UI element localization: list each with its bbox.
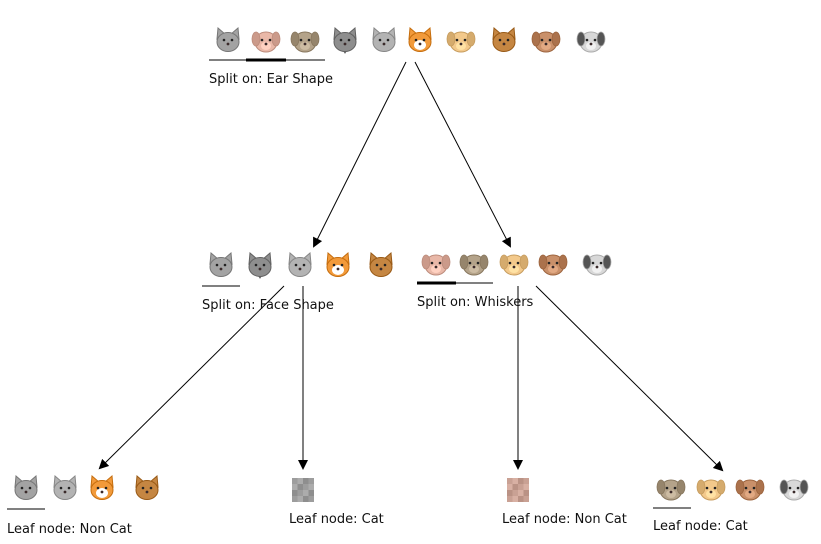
edges: [98, 61, 724, 472]
orange-cat-icon: [408, 26, 432, 52]
tan-dog-icon: [499, 254, 529, 276]
leaf-label: Leaf node: Cat: [289, 512, 384, 527]
brown-dog-2-icon: [735, 479, 765, 501]
left-split-label: Split on: Face Shape: [202, 298, 334, 313]
root-split-label: Split on: Ear Shape: [209, 72, 334, 87]
leaf-label: Leaf node: Non Cat: [7, 522, 132, 537]
leaf-label: Leaf node: Non Cat: [502, 512, 627, 527]
blurred-pink-icon: [507, 478, 529, 502]
edge-right-leaf4: [535, 285, 724, 472]
gray-cat-small-icon: [53, 474, 77, 500]
tan-dog-icon: [696, 479, 726, 501]
brown-cat-icon: [135, 474, 159, 500]
tan-dog-icon: [446, 31, 476, 53]
gray-cat-small-icon: [288, 251, 312, 277]
brown-cat-icon: [492, 26, 516, 52]
gray-cat-icon: [209, 251, 233, 277]
edge-left-leaf1: [98, 285, 285, 470]
brown-dog-2-icon: [538, 254, 568, 276]
gray-cat-icon: [216, 26, 240, 52]
brown-dog-icon: [290, 31, 320, 53]
bw-dog-icon: [779, 479, 809, 501]
gray-cat-icon: [14, 474, 38, 500]
brown-dog-icon: [656, 479, 686, 501]
wolf-icon: [248, 251, 272, 279]
pink-dog-icon: [421, 254, 451, 276]
bw-dog-icon: [582, 254, 612, 276]
animal-icons: [14, 26, 809, 502]
edge-root-right: [414, 61, 511, 248]
brown-dog-2-icon: [531, 31, 561, 53]
pink-dog-icon: [251, 31, 281, 53]
orange-cat-icon: [90, 474, 114, 500]
right-split-label: Split on: Whiskers: [417, 295, 534, 310]
edge-root-left: [313, 61, 407, 248]
wolf-icon: [333, 26, 357, 54]
brown-dog-icon: [459, 254, 489, 276]
bw-dog-icon: [576, 31, 606, 53]
blurred-gray-icon: [292, 478, 314, 502]
orange-cat-icon: [326, 251, 350, 277]
gray-cat-small-icon: [372, 26, 396, 52]
leaf-label: Leaf node: Cat: [653, 519, 748, 534]
selection-underlines: [7, 58, 691, 510]
brown-cat-icon: [369, 251, 393, 277]
